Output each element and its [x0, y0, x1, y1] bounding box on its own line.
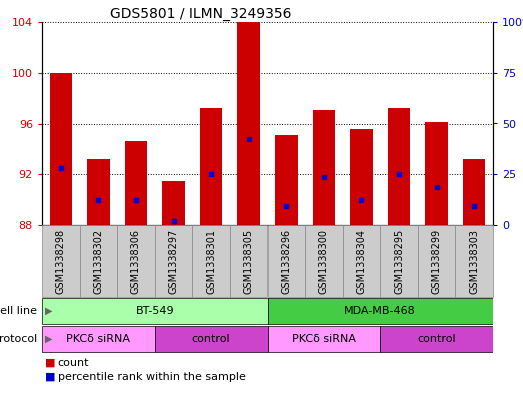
Bar [50, 73, 72, 225]
Text: control: control [417, 334, 456, 344]
Text: control: control [192, 334, 231, 344]
Bar [380, 325, 493, 353]
Text: protocol: protocol [0, 334, 37, 344]
Bar [79, 225, 117, 297]
Bar [117, 225, 155, 297]
Bar [200, 108, 222, 225]
Text: ▶: ▶ [44, 306, 52, 316]
Text: GSM1338303: GSM1338303 [469, 228, 479, 294]
Text: ■: ■ [44, 358, 55, 368]
Bar [42, 298, 267, 325]
Text: count: count [58, 358, 89, 368]
Text: ■: ■ [44, 372, 55, 382]
Text: GDS5801 / ILMN_3249356: GDS5801 / ILMN_3249356 [110, 7, 291, 21]
Bar [418, 225, 456, 297]
Bar [388, 108, 411, 225]
Text: GSM1338304: GSM1338304 [357, 228, 367, 294]
Text: PKCδ siRNA: PKCδ siRNA [292, 334, 356, 344]
Bar [42, 225, 79, 297]
Text: GSM1338297: GSM1338297 [168, 228, 178, 294]
Text: cell line: cell line [0, 306, 37, 316]
Text: GSM1338302: GSM1338302 [94, 228, 104, 294]
Bar [275, 135, 298, 225]
Text: GSM1338301: GSM1338301 [206, 228, 216, 294]
Text: percentile rank within the sample: percentile rank within the sample [58, 372, 246, 382]
Text: GSM1338296: GSM1338296 [281, 228, 291, 294]
Text: GSM1338306: GSM1338306 [131, 228, 141, 294]
Text: GSM1338298: GSM1338298 [56, 228, 66, 294]
Bar [155, 225, 192, 297]
Text: BT-549: BT-549 [135, 306, 174, 316]
Bar [192, 225, 230, 297]
Bar [267, 225, 305, 297]
Text: ▶: ▶ [44, 334, 52, 344]
Bar [305, 225, 343, 297]
Text: MDA-MB-468: MDA-MB-468 [344, 306, 416, 316]
Bar [456, 225, 493, 297]
Bar [124, 141, 147, 225]
Bar [87, 159, 110, 225]
Bar [463, 159, 485, 225]
Text: GSM1338295: GSM1338295 [394, 228, 404, 294]
Bar [230, 225, 267, 297]
Bar [425, 122, 448, 225]
Bar [155, 325, 267, 353]
Text: GSM1338305: GSM1338305 [244, 228, 254, 294]
Text: PKCδ siRNA: PKCδ siRNA [66, 334, 130, 344]
Bar [380, 225, 418, 297]
Text: GSM1338300: GSM1338300 [319, 228, 329, 294]
Bar [42, 325, 155, 353]
Text: GSM1338299: GSM1338299 [431, 228, 441, 294]
Bar [343, 225, 380, 297]
Bar [237, 22, 260, 225]
Bar [162, 181, 185, 225]
Bar [350, 129, 373, 225]
Bar [267, 298, 493, 325]
Bar [313, 110, 335, 225]
Bar [267, 325, 380, 353]
